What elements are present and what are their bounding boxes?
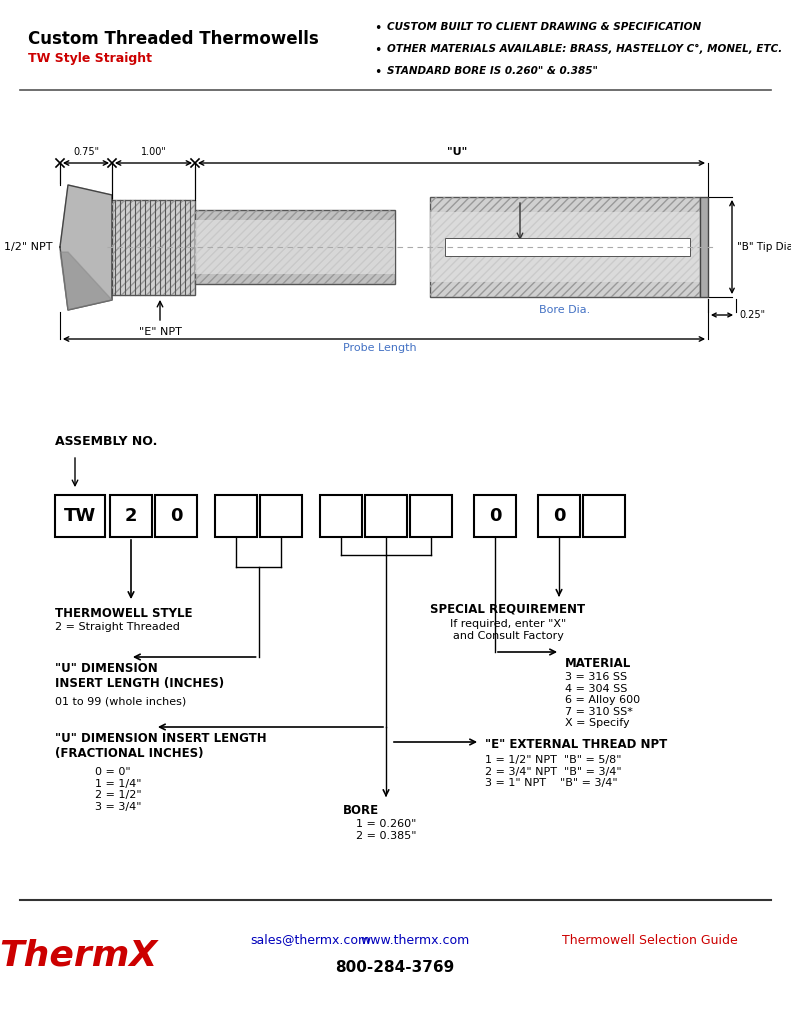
Text: Custom Threaded Thermowells: Custom Threaded Thermowells [28, 30, 319, 48]
Text: TW Style Straight: TW Style Straight [28, 52, 152, 65]
Text: "B" Tip Dia.: "B" Tip Dia. [737, 242, 791, 252]
Text: www.thermx.com: www.thermx.com [361, 934, 470, 946]
Text: 0.25": 0.25" [739, 310, 765, 319]
Bar [260, 495, 302, 537]
Text: •: • [375, 66, 386, 79]
Polygon shape [60, 252, 112, 310]
Text: 1 = 1/2" NPT  "B" = 5/8"
2 = 3/4" NPT  "B" = 3/4"
3 = 1" NPT    "B" = 3/4": 1 = 1/2" NPT "B" = 5/8" 2 = 3/4" NPT "B"… [485, 755, 622, 788]
Polygon shape [60, 185, 112, 310]
Text: If required, enter "X"
and Consult Factory: If required, enter "X" and Consult Facto… [450, 618, 566, 641]
Text: TW: TW [64, 507, 97, 525]
Bar [430, 197, 700, 297]
Text: ThermX: ThermX [0, 938, 157, 972]
Bar [445, 238, 690, 256]
Text: CUSTOM BUILT TO CLIENT DRAWING & SPECIFICATION: CUSTOM BUILT TO CLIENT DRAWING & SPECIFI… [387, 22, 701, 32]
Text: MATERIAL: MATERIAL [565, 657, 631, 670]
Text: STANDARD BORE IS 0.260" & 0.385": STANDARD BORE IS 0.260" & 0.385" [387, 66, 598, 76]
Text: 1.00": 1.00" [141, 147, 166, 157]
Bar [700, 197, 708, 297]
Text: •: • [375, 22, 386, 35]
Text: 0: 0 [170, 507, 182, 525]
Bar [538, 495, 580, 537]
Text: "E" NPT: "E" NPT [138, 327, 181, 337]
Bar [112, 200, 195, 295]
Text: 0.75": 0.75" [73, 147, 99, 157]
Text: 1 = 0.260"
2 = 0.385": 1 = 0.260" 2 = 0.385" [356, 819, 417, 841]
Bar [55, 495, 105, 537]
Text: THERMOWELL STYLE: THERMOWELL STYLE [55, 607, 192, 620]
Bar [112, 200, 195, 295]
Text: SPECIAL REQUIREMENT: SPECIAL REQUIREMENT [430, 602, 585, 615]
Text: •: • [375, 44, 386, 57]
Bar [583, 495, 625, 537]
Text: "U": "U" [448, 147, 467, 157]
Bar [410, 495, 452, 537]
Text: 1/2" NPT: 1/2" NPT [3, 242, 52, 252]
Text: "U" DIMENSION
INSERT LENGTH (INCHES): "U" DIMENSION INSERT LENGTH (INCHES) [55, 662, 224, 690]
Bar [195, 210, 395, 284]
Text: 2: 2 [125, 507, 138, 525]
Text: 2 = Straight Threaded: 2 = Straight Threaded [55, 622, 180, 632]
Text: 0: 0 [553, 507, 566, 525]
Bar [215, 495, 257, 537]
Bar [430, 212, 700, 282]
Bar [365, 495, 407, 537]
Bar [430, 197, 700, 297]
Bar [155, 495, 197, 537]
Bar [195, 220, 395, 274]
Text: 800-284-3769: 800-284-3769 [335, 961, 455, 976]
Text: Thermowell Selection Guide: Thermowell Selection Guide [562, 934, 738, 946]
Text: Bore Dia.: Bore Dia. [539, 305, 591, 315]
Text: 0 = 0"
1 = 1/4"
2 = 1/2"
3 = 3/4": 0 = 0" 1 = 1/4" 2 = 1/2" 3 = 3/4" [95, 767, 142, 812]
Bar [320, 495, 362, 537]
Bar [195, 210, 395, 284]
Text: Probe Length: Probe Length [343, 343, 417, 353]
Text: OTHER MATERIALS AVAILABLE: BRASS, HASTELLOY C°, MONEL, ETC.: OTHER MATERIALS AVAILABLE: BRASS, HASTEL… [387, 44, 782, 54]
Text: 0: 0 [489, 507, 501, 525]
Bar [110, 495, 152, 537]
Text: BORE: BORE [343, 804, 379, 817]
Text: ASSEMBLY NO.: ASSEMBLY NO. [55, 435, 157, 449]
Text: "E" EXTERNAL THREAD NPT: "E" EXTERNAL THREAD NPT [485, 738, 668, 751]
Text: 01 to 99 (whole inches): 01 to 99 (whole inches) [55, 697, 186, 707]
Text: sales@thermx.com: sales@thermx.com [250, 934, 370, 946]
Text: 3 = 316 SS
4 = 304 SS
6 = Alloy 600
7 = 310 SS*
X = Specify: 3 = 316 SS 4 = 304 SS 6 = Alloy 600 7 = … [565, 672, 640, 728]
Text: "U" DIMENSION INSERT LENGTH
(FRACTIONAL INCHES): "U" DIMENSION INSERT LENGTH (FRACTIONAL … [55, 732, 267, 760]
Bar [474, 495, 516, 537]
